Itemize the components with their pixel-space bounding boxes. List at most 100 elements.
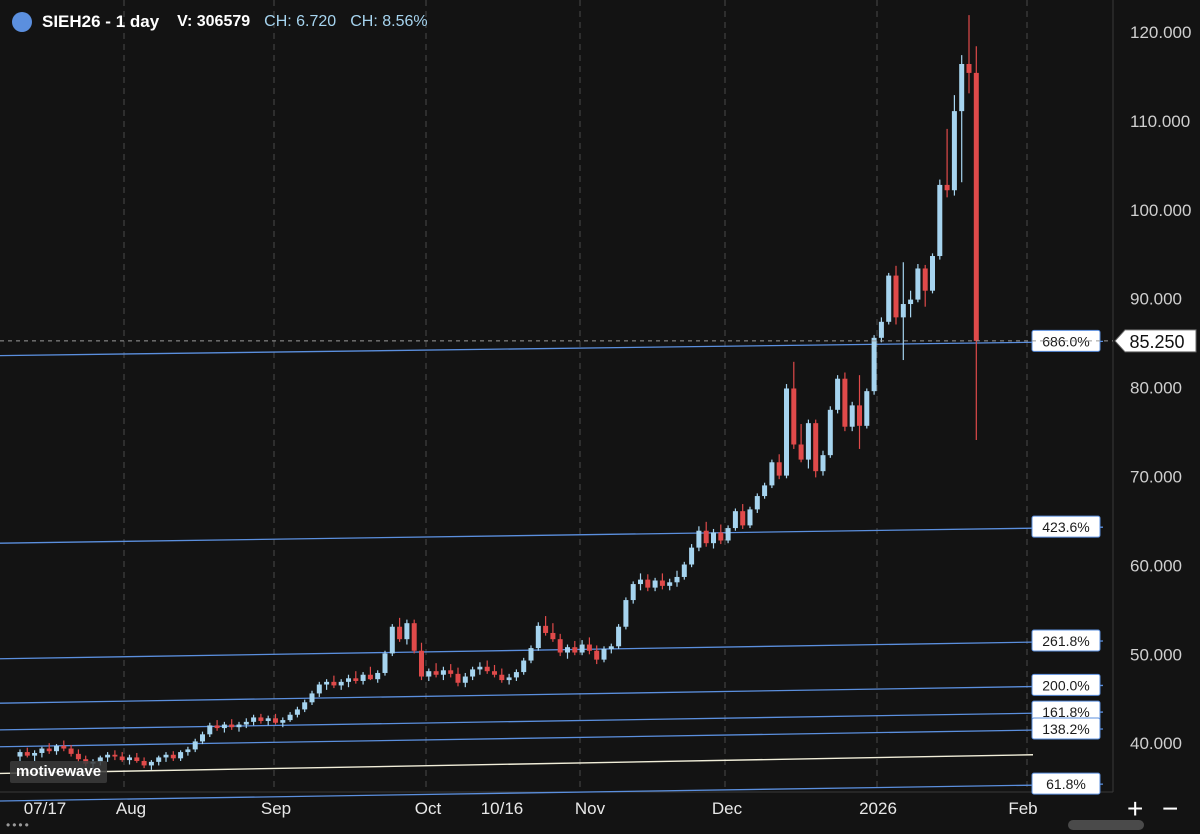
fib-line — [0, 640, 1104, 660]
candle-body — [54, 745, 59, 752]
change-value: 6.720 — [296, 13, 337, 30]
y-tick-label: 90.000 — [1130, 290, 1182, 309]
candle-body — [39, 748, 45, 753]
candle-body — [251, 717, 257, 722]
candle-body — [732, 511, 738, 529]
candle-body — [681, 564, 687, 577]
candle-body — [324, 681, 330, 685]
candle-body — [857, 405, 862, 426]
fib-line — [0, 526, 1104, 544]
change-label: CH: — [264, 13, 292, 30]
x-tick-label: 07/17 — [24, 799, 67, 818]
candle-body — [141, 760, 147, 766]
candle-body — [484, 666, 490, 672]
candle-body — [68, 748, 74, 754]
candle-body — [579, 644, 585, 653]
candle-body — [75, 753, 81, 760]
base-trend-line — [0, 754, 1034, 775]
candle-body — [375, 672, 381, 680]
scroll-handle-dots[interactable]: •••• — [6, 818, 31, 832]
candle-body — [674, 576, 680, 583]
base-trend-line — [0, 754, 1034, 775]
fib-level-label: 261.8% — [1042, 633, 1089, 649]
candle-body — [316, 684, 322, 694]
candle-body — [951, 111, 957, 191]
candle-body — [616, 626, 622, 647]
candle-body — [543, 625, 549, 633]
symbol-color-dot — [12, 12, 32, 32]
candle-body — [586, 644, 592, 651]
candle-body — [565, 647, 570, 653]
candle-body — [572, 647, 578, 653]
candle-body — [703, 530, 709, 544]
y-tick-label: 120.000 — [1130, 23, 1191, 42]
change-pct-stat: CH: 8.56% — [350, 13, 427, 31]
candle-body — [696, 530, 702, 548]
candle-body — [214, 725, 220, 729]
candle-body — [711, 532, 716, 544]
candle-body — [820, 455, 826, 472]
change-pct-value: 8.56% — [382, 13, 428, 30]
candle-body — [878, 321, 884, 338]
fib-level-tag — [1031, 772, 1101, 795]
candle-body — [178, 752, 184, 759]
candle-body — [900, 304, 906, 318]
fib-line — [0, 684, 1104, 704]
candle-body — [645, 579, 651, 588]
horizontal-scrollbar[interactable] — [1068, 820, 1144, 830]
candle-body — [229, 724, 235, 728]
candle-body — [346, 678, 351, 682]
candle-body — [280, 720, 286, 723]
fib-level-tag — [1031, 515, 1101, 538]
candle-body — [440, 670, 446, 675]
candle-body — [718, 532, 724, 541]
candle-body — [331, 681, 337, 686]
x-tick-label: Feb — [1008, 799, 1037, 818]
candle-body — [367, 674, 373, 680]
y-tick-label: 80.000 — [1130, 379, 1182, 398]
candle-body — [470, 669, 476, 677]
volume-label: V: — [177, 13, 193, 30]
symbol-title[interactable]: SIEH26 - 1 day — [42, 12, 160, 31]
candle-body — [24, 752, 30, 756]
candles — [17, 15, 979, 770]
candle-body — [842, 378, 848, 427]
candle-body — [492, 671, 497, 675]
candle-body — [630, 584, 636, 601]
fib-level-label: 138.2% — [1042, 721, 1089, 737]
candle-body — [689, 547, 695, 565]
fib-line — [0, 711, 1104, 731]
y-axis: 120.000 110.000 100.000 90.000 80.000 70.000 6… — [1130, 23, 1191, 753]
candle-body — [294, 709, 300, 715]
fib-line — [0, 783, 1104, 802]
candle-body — [309, 693, 315, 703]
y-tick-label: 100.000 — [1130, 201, 1191, 220]
candle-body — [937, 184, 943, 257]
candle-body — [382, 653, 388, 673]
candle-body — [477, 666, 483, 670]
zoom-out-button[interactable]: − — [1162, 793, 1179, 824]
motivewave-watermark: motivewave — [10, 761, 108, 783]
y-tick-label: 40.000 — [1130, 734, 1182, 753]
candle-body — [652, 580, 658, 588]
candle-body — [594, 650, 600, 660]
candle-body — [46, 748, 52, 752]
change-stat: CH: 6.720 — [264, 13, 336, 31]
x-tick-label: Oct — [415, 799, 442, 818]
fib-level-label: 161.8% — [1042, 704, 1089, 720]
candle-body — [61, 745, 67, 749]
candle-body — [528, 648, 534, 661]
fib-level-tag — [1031, 673, 1101, 696]
candle-body — [448, 670, 454, 674]
candle-body — [192, 741, 198, 750]
x-axis: 07/17 Aug Sep Oct 10/16 Nov Dec 2026 Feb — [24, 799, 1038, 818]
candle-body — [455, 673, 461, 683]
candle-body — [265, 718, 271, 721]
candle-body — [754, 496, 760, 510]
candle-body — [521, 660, 527, 673]
candle-body — [433, 671, 439, 675]
candle-body — [273, 718, 278, 723]
zoom-in-button[interactable]: + — [1127, 793, 1144, 824]
volume-value: 306579 — [196, 13, 251, 30]
